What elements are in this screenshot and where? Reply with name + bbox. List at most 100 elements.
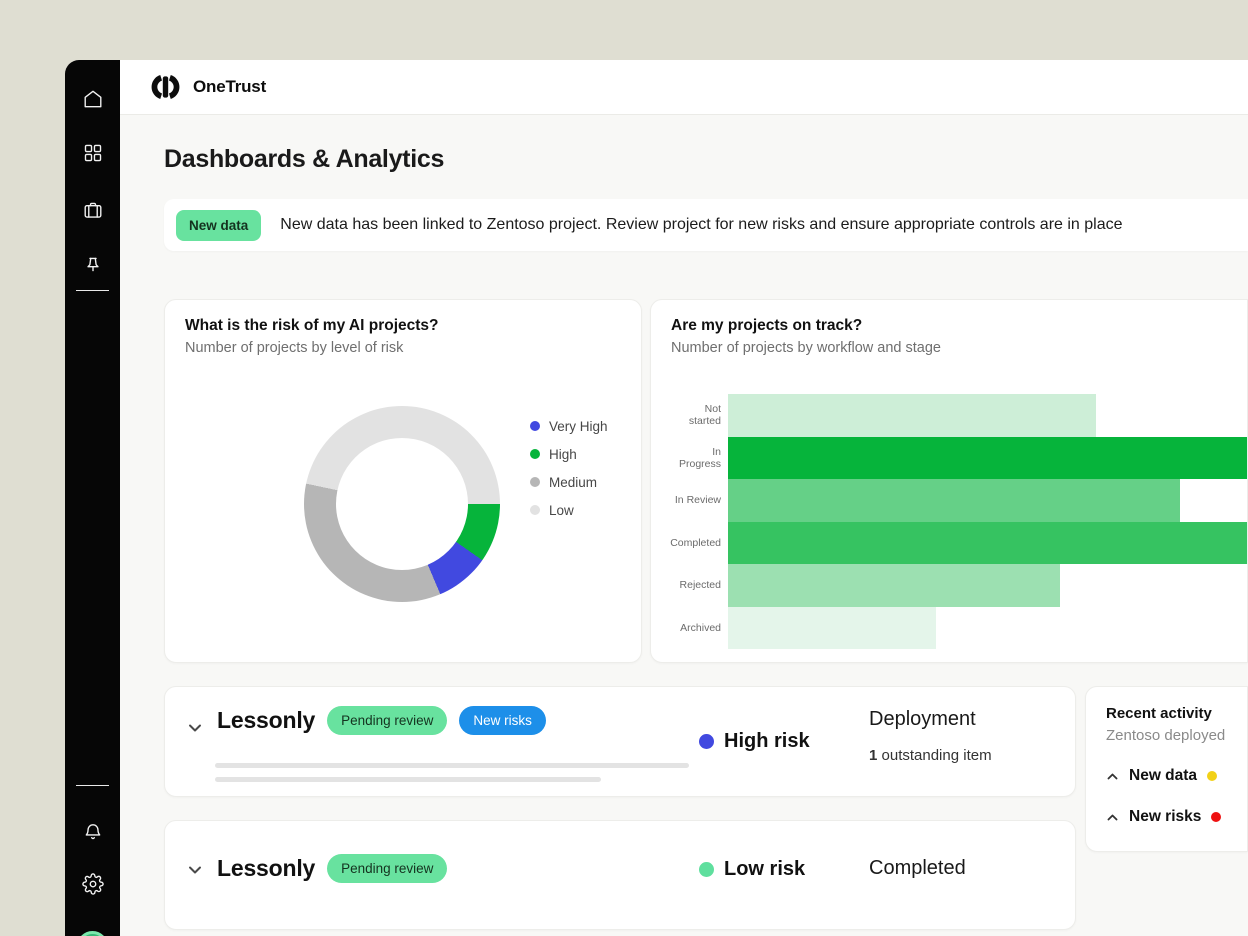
bar-fill	[728, 479, 1180, 522]
bar-category-label: Rejected	[679, 579, 721, 592]
pin-icon	[86, 257, 99, 272]
bar-category-label: Not started	[688, 403, 721, 428]
legend-label: Very High	[549, 418, 608, 434]
chevron-up-icon	[1107, 814, 1118, 820]
recent-item-label: New risks	[1129, 808, 1202, 825]
bar-fill	[728, 564, 1061, 607]
recent-activity-item-new-risks[interactable]: New risks	[1106, 808, 1247, 826]
bar-fill	[728, 521, 1247, 564]
onetrust-logo-icon	[151, 75, 180, 99]
skeleton-line	[215, 777, 601, 782]
sidebar-item-settings[interactable]	[65, 867, 120, 901]
bar-row: In Review	[671, 479, 1247, 522]
workflow-bar-card: Are my projects on track? Number of proj…	[650, 299, 1248, 663]
bar-card-title: Are my projects on track?	[671, 317, 863, 334]
sidebar-item-apps[interactable]	[65, 136, 120, 170]
recent-item-label: New data	[1129, 767, 1198, 784]
bar-track	[728, 394, 1247, 437]
risk-label: Low risk	[724, 857, 806, 880]
risk-dot	[699, 861, 714, 877]
skeleton-line	[215, 763, 689, 768]
stage-title: Deployment	[869, 708, 976, 730]
main-area: OneTrust Dashboards & Analytics New data…	[120, 60, 1248, 936]
apps-grid-icon	[84, 144, 101, 162]
risk-label: High risk	[724, 729, 810, 752]
chevron-up-icon	[1107, 773, 1118, 779]
bar-track	[728, 606, 1247, 649]
new-risks-badge: New risks	[459, 706, 546, 735]
stage-title: Completed	[869, 857, 966, 879]
project-row-lessonly-2[interactable]: Lessonly Pending review Low risk Complet…	[164, 820, 1076, 930]
bell-icon	[85, 824, 100, 840]
chevron-down-icon[interactable]	[187, 720, 203, 736]
banner-message: New data has been linked to Zentoso proj…	[280, 216, 1123, 233]
legend-dot	[530, 421, 540, 431]
donut-card-subtitle: Number of projects by level of risk	[185, 340, 404, 356]
legend-item: Medium	[530, 468, 608, 496]
risk-donut-chart	[304, 406, 500, 602]
bar-category-label: In Review	[674, 494, 721, 507]
brand[interactable]: OneTrust	[148, 74, 266, 100]
donut-legend: Very High High Medium Low	[530, 412, 608, 524]
status-badge: Pending review	[327, 706, 448, 735]
legend-label: High	[549, 446, 577, 462]
app-window: OneTrust Dashboards & Analytics New data…	[65, 60, 1248, 936]
page-title: Dashboards & Analytics	[164, 145, 445, 173]
recent-activity-subtitle: Zentoso deployed	[1106, 727, 1226, 744]
legend-dot	[530, 477, 540, 487]
notification-banner[interactable]: New data New data has been linked to Zen…	[164, 199, 1248, 251]
legend-label: Low	[549, 502, 574, 518]
project-row-lessonly-1[interactable]: Lessonly Pending review New risks High r…	[164, 686, 1076, 797]
yellow-dot	[1207, 771, 1218, 781]
legend-item: Very High	[530, 412, 608, 440]
chevron-down-icon[interactable]	[187, 862, 203, 878]
project-name: Lessonly	[217, 855, 316, 881]
legend-item: Low	[530, 496, 608, 524]
sidebar	[65, 60, 120, 936]
gear-icon	[81, 873, 104, 895]
bar-track	[728, 521, 1247, 564]
status-badge: Pending review	[327, 854, 448, 883]
bar-row: Rejected	[671, 564, 1247, 607]
bar-card-subtitle: Number of projects by workflow and stage	[671, 340, 941, 356]
stage-note-count: 1	[869, 747, 878, 764]
bar-row: Completed	[670, 521, 1247, 564]
briefcase-icon	[84, 202, 101, 218]
recent-activity-panel: Recent activity Zentoso deployed New dat…	[1085, 686, 1248, 852]
recent-activity-title: Recent activity	[1106, 705, 1212, 722]
recent-activity-item-new-data[interactable]: New data	[1106, 767, 1247, 785]
legend-dot	[530, 505, 540, 515]
bar-category-label: Completed	[670, 536, 721, 549]
sidebar-item-home[interactable]	[65, 82, 120, 116]
red-dot	[1211, 812, 1222, 822]
sidebar-item-pinned[interactable]	[65, 249, 120, 283]
brand-name: OneTrust	[193, 77, 267, 96]
bar-chart: Not started In Progress In Review Completed…	[670, 394, 1247, 649]
user-avatar[interactable]	[77, 931, 108, 936]
home-icon	[84, 90, 101, 108]
new-data-badge: New data	[176, 209, 262, 241]
risk-dot	[699, 733, 714, 749]
stage-note: 1 outstanding item	[869, 747, 992, 764]
donut-card-title: What is the risk of my AI projects?	[185, 317, 439, 334]
sidebar-divider-bottom	[76, 785, 109, 786]
sidebar-divider-top	[76, 290, 109, 291]
sidebar-item-notifications[interactable]	[65, 815, 120, 849]
bar-row: Archived	[671, 606, 1247, 649]
legend-dot	[530, 449, 540, 459]
bar-row: In Progress	[671, 436, 1247, 479]
bar-fill	[728, 394, 1097, 437]
stage-note-text: outstanding item	[877, 747, 992, 764]
project-name: Lessonly	[217, 707, 316, 733]
bar-category-label: Archived	[680, 621, 721, 634]
bar-fill	[728, 606, 936, 649]
legend-label: Medium	[549, 474, 598, 490]
bar-fill	[728, 436, 1247, 479]
bar-track	[728, 479, 1247, 522]
legend-item: High	[530, 440, 608, 468]
bar-category-label: In Progress	[678, 445, 721, 470]
sidebar-item-projects[interactable]	[65, 193, 120, 227]
risk-donut-card: What is the risk of my AI projects? Numb…	[164, 299, 642, 663]
bar-row: Not started	[671, 394, 1247, 437]
bar-track	[728, 436, 1247, 479]
